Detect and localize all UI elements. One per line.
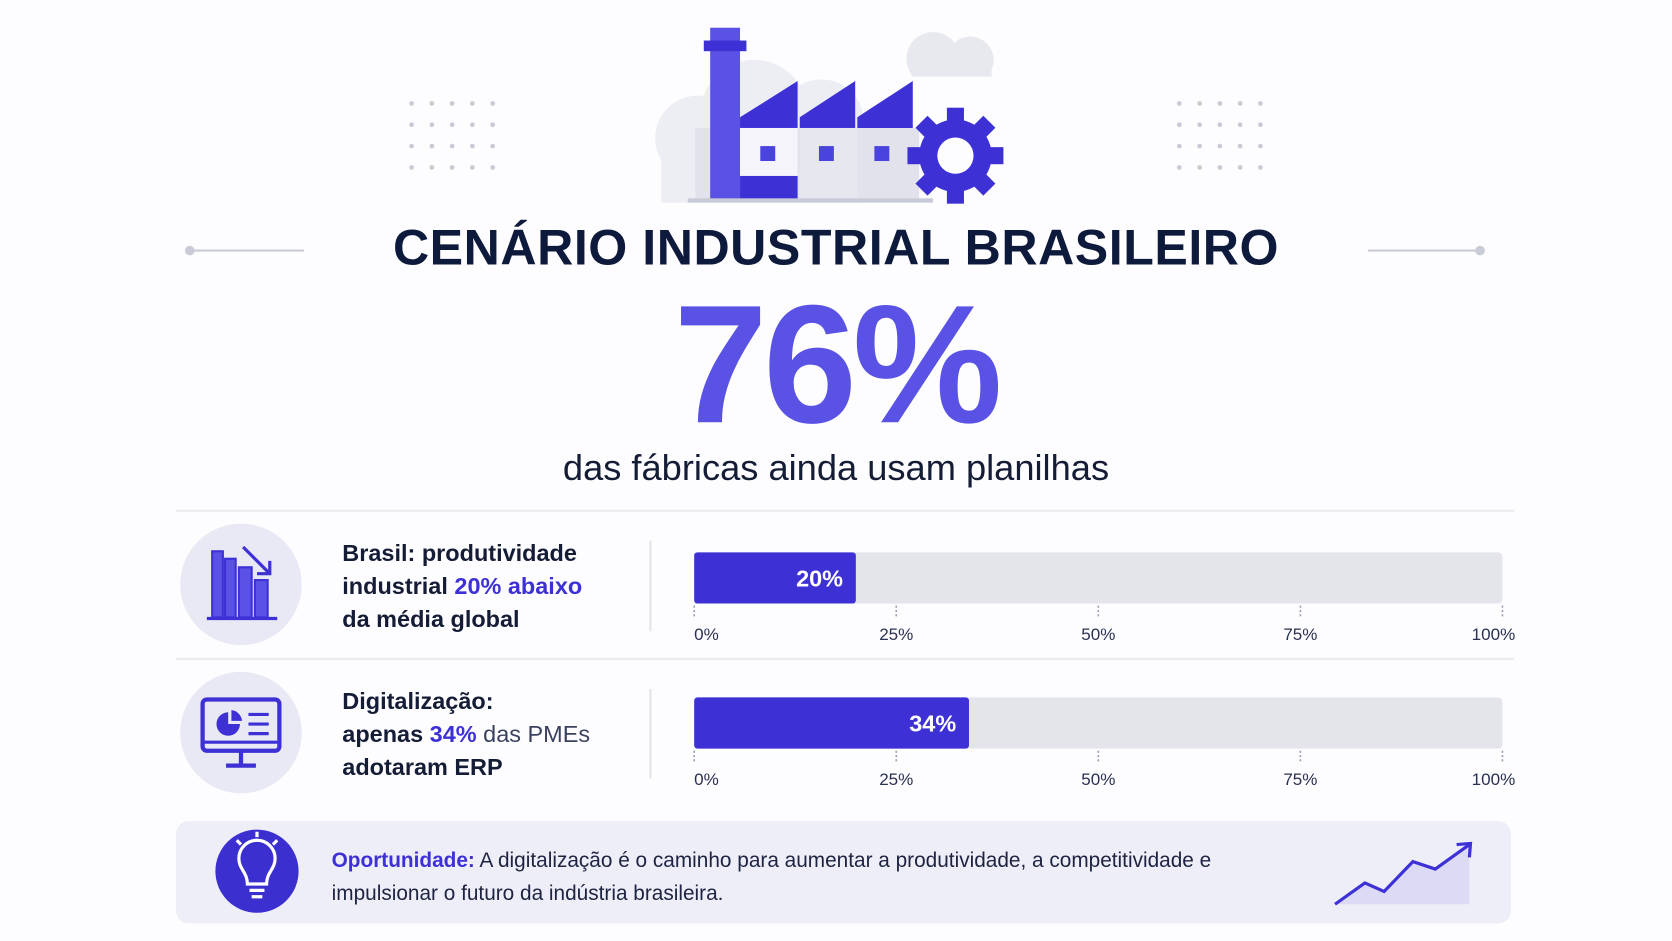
dot [1197,122,1202,128]
dot [1217,122,1223,128]
gear-tooth [986,147,1004,165]
dot [490,143,495,149]
description-part: apenas [342,720,424,748]
description-part: adotaram ERP [342,753,503,781]
x-tick-label: 75% [1283,770,1317,789]
dot [470,143,475,149]
bulb-icon [235,831,279,899]
dot [409,143,414,149]
x-tick-label: 75% [1283,625,1317,644]
dot [1258,165,1263,170]
footer-body: A digitalização é o caminho para aumenta… [331,848,1212,906]
dot [1217,165,1223,170]
dot [1197,165,1202,170]
bar [694,697,969,749]
x-tick-label: 100% [1472,770,1516,789]
gear-tooth [946,186,964,204]
dot [429,122,435,128]
gear-tooth [915,115,940,140]
value-label: 20% [796,565,843,591]
description-part: Brasil: produtividade [342,539,577,567]
dot [470,165,475,170]
footer-box [175,821,1511,924]
footer-label: Oportunidade: [331,848,475,873]
dot [1177,101,1182,106]
computer-icon [180,671,302,794]
footer-text: Oportunidade: A digitalização é o caminh… [332,845,1292,911]
big-stat: 76% [673,270,1003,459]
big-stat-caption: das fábricas ainda usam planilhas [562,447,1110,489]
dot [1177,143,1182,149]
x-tick-label: 25% [879,770,913,789]
description-highlight: 34% [429,720,477,748]
bar-track [694,552,1503,604]
title-rule-dot [185,245,195,256]
description-part: das PMEs [483,720,591,748]
dot [1217,143,1223,149]
dot [470,122,475,128]
description: Digitalização: apenas 34% das PMEs adota… [342,685,590,784]
dot [1258,101,1263,106]
title: CENÁRIO INDUSTRIAL BRASILEIRO [392,218,1280,276]
description-part: Digitalização: [342,687,494,715]
x-tick-label: 0% [694,625,719,644]
dot [1217,101,1223,106]
dot [449,122,455,128]
productivity-icon [180,523,302,646]
dot [1177,122,1182,128]
dot [1237,143,1243,149]
dot [1237,165,1243,170]
dot [490,101,495,106]
x-tick-label: 25% [879,625,913,644]
dot [1258,143,1263,149]
bulb-circle [215,829,299,913]
dot [490,122,495,128]
gear-tooth [946,107,964,125]
dot [449,165,455,170]
description-part: industrial [342,572,448,600]
dot [449,143,455,149]
gear-tooth [907,147,925,165]
description-highlight: 20% abaixo [454,572,583,600]
dot [1237,122,1243,128]
description: Brasil: produtividade industrial 20% aba… [342,536,582,635]
dot-grid [409,101,1263,170]
dot [409,122,414,128]
trend-icon [1334,841,1473,906]
x-tick-label: 50% [1081,625,1115,644]
dot [429,165,435,170]
dot [1258,122,1263,128]
title-rule-dot [1475,245,1485,256]
dot [429,101,435,106]
description-part: da média global [342,605,520,633]
dot [429,143,435,149]
dot [449,101,455,106]
gear-tooth [915,171,940,196]
value-label: 34% [909,711,956,737]
x-tick-label: 100% [1472,625,1516,644]
dot [490,165,495,170]
x-tick-label: 50% [1081,770,1115,789]
charts: 0% 25% 50% 75% 100% 20% 0% 25% 50% 75% 100% 34% [693,552,1516,789]
dot [409,101,414,106]
dot [1237,101,1243,106]
dot [1177,165,1182,170]
dot [1197,101,1202,106]
dot [1197,143,1202,149]
dot [409,165,414,170]
factory-illustration [655,27,1004,204]
x-tick-label: 0% [694,770,719,789]
dot [470,101,475,106]
bar [694,552,856,604]
